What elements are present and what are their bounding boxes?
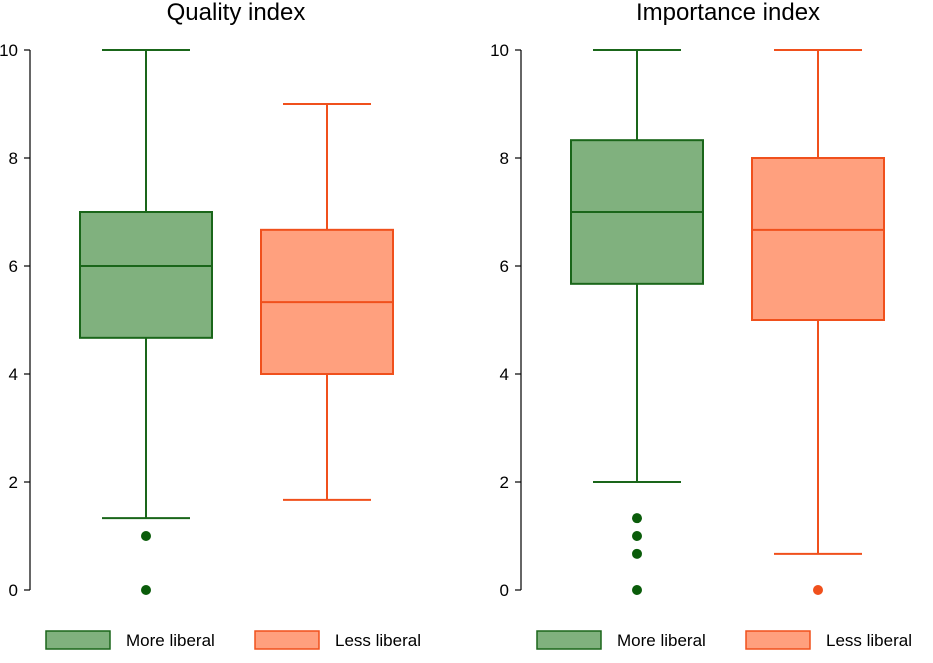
outlier-point [813,585,823,595]
y-tick-label: 4 [500,365,509,384]
box-less-liberal [260,103,394,501]
y-tick-label: 2 [500,473,509,492]
outlier-point [632,513,642,524]
y-tick-label: 0 [9,581,18,600]
y-tick-label: 6 [500,257,509,276]
panel-title: Quality index [167,0,306,26]
legend-label-less-liberal: Less liberal [826,631,912,650]
legend-swatch-more-liberal [536,630,602,650]
y-tick-label: 2 [9,473,18,492]
iqr-box [751,157,885,321]
y-tick-label: 0 [500,581,509,600]
outlier-point [632,531,642,541]
panel-1: Quality index 0 2 4 6 8 10 More liberal Less lib… [0,0,421,650]
outlier-point [632,585,642,595]
legend-label-less-liberal: Less liberal [335,631,421,650]
legend-label-more-liberal: More liberal [126,631,215,650]
box-more-liberal [79,49,213,595]
y-tick-label: 8 [9,149,18,168]
panel-title: Importance index [636,0,820,26]
y-tick-label: 8 [500,149,509,168]
box-more-liberal [570,49,704,595]
y-tick-label: 6 [9,257,18,276]
iqr-box [79,211,213,339]
panel-2: Importance index 0 2 4 6 8 10 More liberal Less … [490,0,912,650]
y-tick-label: 10 [490,41,509,60]
outlier-point [632,548,642,559]
outlier-point [141,585,151,595]
box-less-liberal [751,49,885,595]
y-tick-label: 10 [0,41,18,60]
legend-swatch-less-liberal [745,630,811,650]
legend-swatch-less-liberal [254,630,320,650]
legend-label-more-liberal: More liberal [617,631,706,650]
outlier-point [141,531,151,541]
y-tick-label: 4 [9,365,18,384]
legend-swatch-more-liberal [45,630,111,650]
